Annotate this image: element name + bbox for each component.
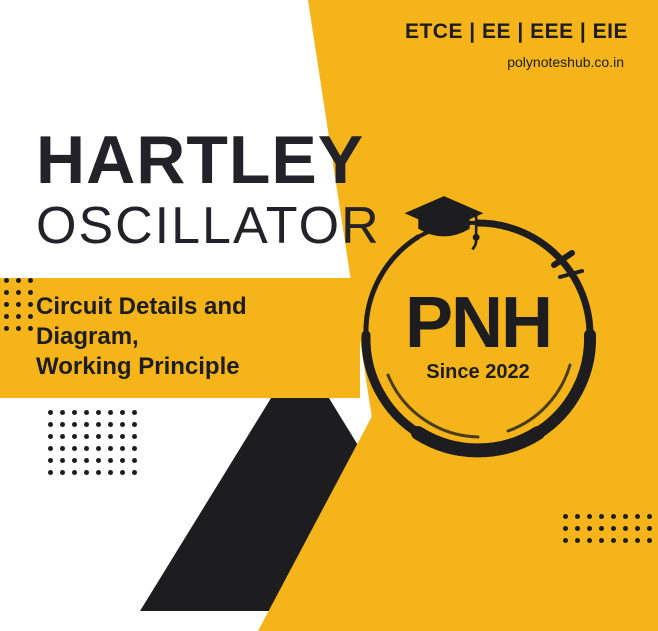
dot-pattern-left-top xyxy=(4,278,33,331)
logo-text: PNH xyxy=(405,287,551,359)
subtitle-line-3: Working Principle xyxy=(36,353,240,380)
header-site-url: polynoteshub.co.in xyxy=(507,54,624,70)
brand-logo: PNH Since 2022 xyxy=(348,205,608,465)
grad-cap-icon xyxy=(400,191,488,251)
subtitle-band: Circuit Details and Diagram, Working Pri… xyxy=(0,278,360,398)
subtitle-line-1: Circuit Details and xyxy=(36,293,247,320)
title-sub: OSCILLATOR xyxy=(36,200,381,252)
logo-since-text: Since 2022 xyxy=(426,361,529,384)
title-main: HARTLEY xyxy=(36,130,364,191)
subtitle-line-2: Diagram, xyxy=(36,323,139,350)
dot-pattern-bottom-right xyxy=(563,514,652,543)
header-course-codes: ETCE | EE | EEE | EIE xyxy=(405,20,628,44)
dot-pattern-left-bottom xyxy=(48,410,137,475)
